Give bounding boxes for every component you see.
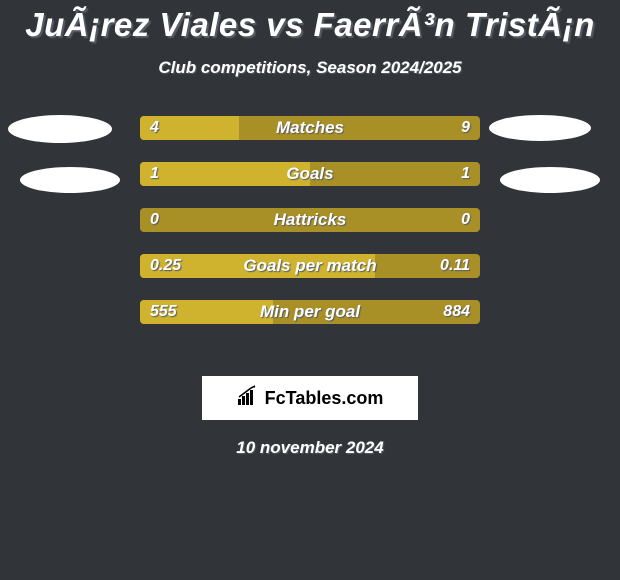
page-title: JuÃ¡rez Viales vs FaerrÃ³n TristÃ¡n [0, 0, 620, 44]
branding-text-bold: Tables [286, 388, 342, 408]
stat-label: Matches [140, 116, 480, 140]
stat-bar-track: 49Matches [140, 116, 480, 140]
chart-icon [237, 385, 259, 412]
date-text: 10 november 2024 [0, 438, 620, 458]
stat-bar-track: 11Goals [140, 162, 480, 186]
player-ellipse [500, 167, 600, 193]
player-ellipse [20, 167, 120, 193]
stat-bar-track: 00Hattricks [140, 208, 480, 232]
competition-subtitle: Club competitions, Season 2024/2025 [0, 58, 620, 78]
stat-label: Hattricks [140, 208, 480, 232]
stat-row: 0.250.11Goals per match [0, 254, 620, 300]
player-ellipse [8, 115, 112, 143]
player-ellipse [489, 115, 591, 141]
branding-text-before: Fc [265, 388, 286, 408]
stat-bar-track: 0.250.11Goals per match [140, 254, 480, 278]
stats-container: 49Matches 11Goals 00Hattricks 0.250.11Goals… [0, 116, 620, 346]
stat-label: Min per goal [140, 300, 480, 324]
branding-text: FcTables.com [265, 388, 384, 409]
stat-row: 00Hattricks [0, 208, 620, 254]
stat-label: Goals per match [140, 254, 480, 278]
branding-text-after: .com [341, 388, 383, 408]
stat-row: 555884Min per goal [0, 300, 620, 346]
stat-bar-track: 555884Min per goal [140, 300, 480, 324]
branding-box: FcTables.com [202, 376, 418, 420]
stat-label: Goals [140, 162, 480, 186]
